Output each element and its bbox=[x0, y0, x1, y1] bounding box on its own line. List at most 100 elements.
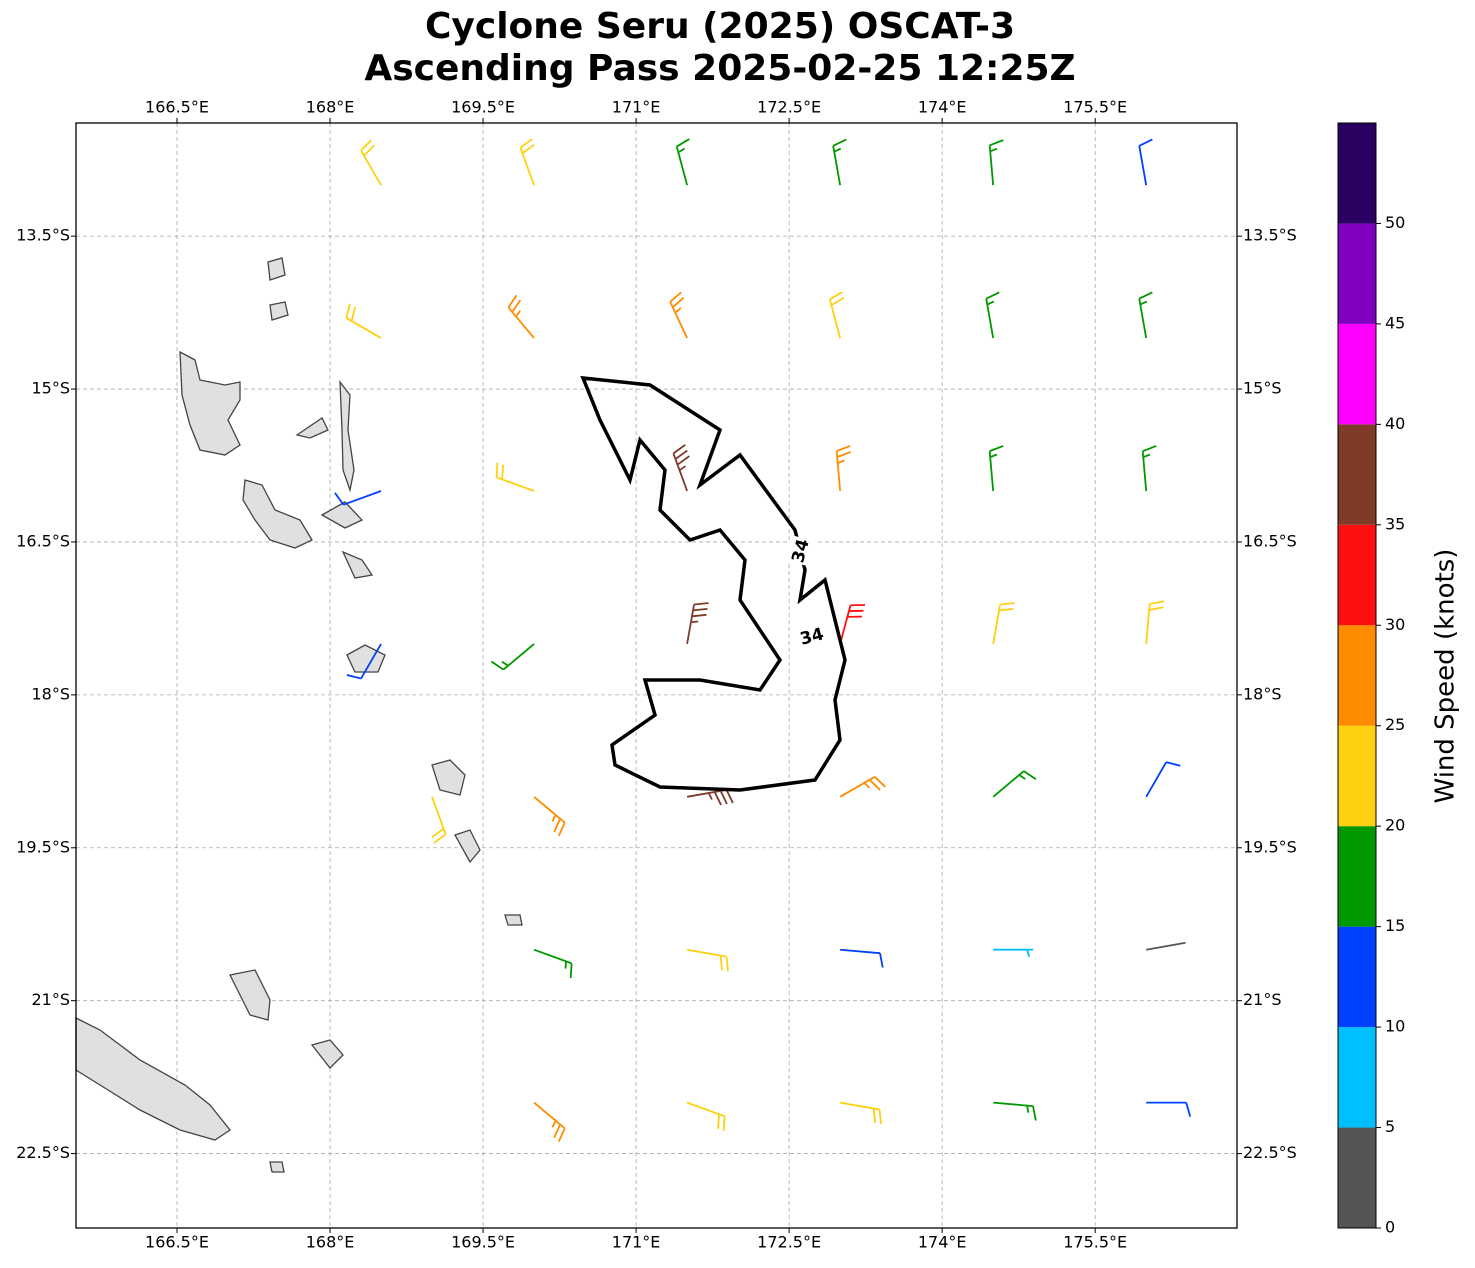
wind-barb bbox=[490, 643, 535, 671]
x-tick-label: 174°E bbox=[918, 1233, 967, 1252]
wind-barb bbox=[507, 294, 535, 339]
island bbox=[346, 644, 386, 673]
wind-barb bbox=[533, 796, 566, 837]
island bbox=[267, 257, 286, 281]
subtitle: Ascending Pass 2025-02-25 12:25Z bbox=[364, 48, 1075, 89]
x-tick-label: 168°E bbox=[306, 98, 355, 117]
x-tick-label: 174°E bbox=[918, 98, 967, 117]
wind-barb bbox=[1146, 941, 1186, 951]
x-tick-label: 171°E bbox=[612, 1233, 661, 1252]
x-tick-label: 171°E bbox=[612, 98, 661, 117]
y-tick-label: 15°S bbox=[1243, 379, 1282, 398]
y-tick-label: 16.5°S bbox=[16, 531, 70, 550]
colorbar-frame bbox=[1337, 122, 1377, 1229]
island bbox=[75, 1016, 231, 1141]
wind-barb bbox=[840, 948, 884, 968]
island bbox=[310, 1039, 344, 1069]
x-tick-label: 172.5°E bbox=[757, 1233, 821, 1252]
x-tick-label: 175.5°E bbox=[1063, 98, 1127, 117]
x-tick-label: 168°E bbox=[306, 1233, 355, 1252]
wind-barb bbox=[686, 948, 729, 972]
x-tick-label: 175.5°E bbox=[1063, 1233, 1127, 1252]
x-tick-label: 172.5°E bbox=[757, 98, 821, 117]
wind-barb bbox=[1145, 761, 1181, 798]
island bbox=[229, 969, 271, 1021]
y-tick-label: 19.5°S bbox=[16, 837, 70, 856]
wind-barb bbox=[1146, 1101, 1192, 1117]
wind-barb bbox=[495, 462, 535, 492]
island bbox=[504, 914, 523, 926]
land bbox=[75, 257, 523, 1173]
y-tick-label: 22.5°S bbox=[1243, 1143, 1297, 1162]
wind-barb bbox=[1138, 291, 1153, 339]
wind-barb bbox=[1138, 138, 1153, 186]
y-tick-label: 22.5°S bbox=[16, 1143, 70, 1162]
y-tick-label: 21°S bbox=[31, 990, 70, 1009]
map-frame bbox=[75, 122, 1238, 1229]
wind-barb bbox=[669, 291, 688, 339]
colorbar-tick-label: 35 bbox=[1385, 514, 1405, 533]
island bbox=[431, 759, 466, 796]
y-tick-label: 19.5°S bbox=[1243, 837, 1297, 856]
y-tick-label: 13.5°S bbox=[16, 226, 70, 245]
wind-barb bbox=[988, 445, 1004, 492]
wind-barb bbox=[988, 139, 1004, 186]
x-tick-label: 169.5°E bbox=[451, 98, 515, 117]
colorbar-tick-label: 10 bbox=[1385, 1017, 1405, 1036]
wind-barb bbox=[360, 139, 382, 186]
colorbar-bin bbox=[1338, 826, 1376, 927]
colorbar-bin bbox=[1338, 323, 1376, 425]
title: Cyclone Seru (2025) OSCAT-3 bbox=[425, 6, 1015, 47]
wind-barb bbox=[839, 604, 866, 645]
wind-barb bbox=[839, 1101, 882, 1125]
island bbox=[269, 1161, 285, 1173]
wind-barbs bbox=[334, 138, 1192, 1142]
colorbar-bin bbox=[1338, 926, 1376, 1028]
wind-barb bbox=[985, 291, 1000, 339]
wind-barb bbox=[519, 138, 535, 186]
wind-barb bbox=[533, 948, 573, 978]
colorbar-bin bbox=[1338, 625, 1376, 726]
wind-barb bbox=[993, 1101, 1037, 1121]
wind-barb bbox=[431, 796, 447, 844]
wind-barb bbox=[686, 1101, 726, 1131]
wind-barb bbox=[334, 490, 382, 506]
island bbox=[320, 501, 364, 529]
y-tick-label: 15°S bbox=[31, 379, 70, 398]
y-tick-label: 18°S bbox=[1243, 684, 1282, 703]
y-tick-label: 13.5°S bbox=[1243, 226, 1297, 245]
wind-barb bbox=[839, 776, 886, 798]
contour-label-box bbox=[784, 534, 818, 568]
y-tick-label: 16.5°S bbox=[1243, 531, 1297, 550]
y-tick-label: 21°S bbox=[1243, 990, 1282, 1009]
wind-barb bbox=[345, 303, 382, 339]
island bbox=[339, 379, 355, 493]
colorbar-tick-label: 30 bbox=[1385, 615, 1405, 634]
wind-barb bbox=[835, 445, 852, 492]
y-tick-label: 18°S bbox=[31, 684, 70, 703]
colorbar-tick-label: 40 bbox=[1385, 414, 1405, 433]
colorbar-bin bbox=[1338, 1027, 1376, 1128]
colorbar-tick-label: 45 bbox=[1385, 313, 1405, 332]
colorbar-tick-label: 50 bbox=[1385, 213, 1405, 232]
colorbar-bin bbox=[1338, 223, 1376, 324]
wind-barb bbox=[346, 643, 382, 680]
island bbox=[454, 829, 481, 864]
wind-barb bbox=[686, 788, 734, 806]
wind-34kt-contour bbox=[580, 375, 847, 792]
contour-label-box bbox=[795, 620, 829, 654]
colorbar-tick-label: 25 bbox=[1385, 715, 1405, 734]
wind-barb bbox=[686, 602, 709, 645]
colorbar-tick-label: 0 bbox=[1385, 1218, 1395, 1237]
island bbox=[295, 417, 329, 439]
wind-barb bbox=[832, 138, 847, 186]
wind-barb bbox=[672, 444, 690, 492]
x-tick-label: 169.5°E bbox=[451, 1233, 515, 1252]
colorbar-tick-label: 15 bbox=[1385, 916, 1405, 935]
colorbar-label: Wind Speed (knots) bbox=[1431, 549, 1461, 804]
island bbox=[341, 550, 374, 579]
colorbar-bin bbox=[1338, 123, 1376, 224]
x-tick-label: 166.5°E bbox=[145, 98, 209, 117]
colorbar-bin bbox=[1338, 725, 1376, 827]
